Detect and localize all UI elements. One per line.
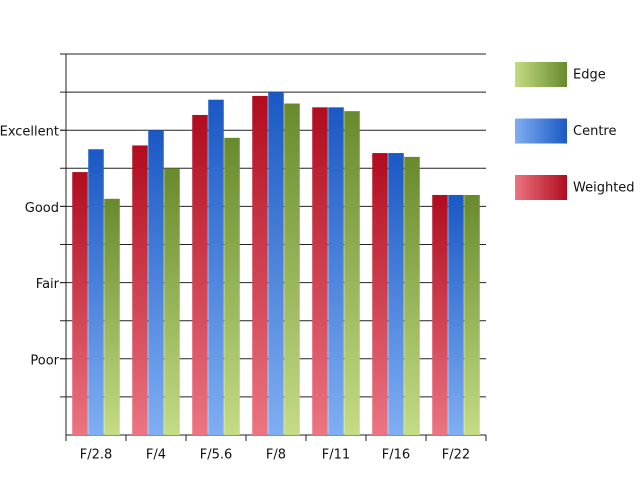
bar [268, 92, 284, 435]
x-tick-label: F/11 [322, 448, 350, 463]
legend-swatch [515, 118, 567, 144]
x-tick-label: F/22 [442, 448, 470, 463]
bar [88, 149, 104, 435]
bar [104, 198, 120, 435]
x-tick-label: F/5.6 [200, 448, 233, 463]
bar [284, 103, 300, 435]
y-tick-label: Poor [30, 353, 59, 368]
bar [72, 172, 88, 436]
bar [192, 114, 208, 436]
bar [432, 194, 448, 435]
bar [252, 95, 268, 435]
legend-label: Weighted [573, 181, 635, 196]
bar [148, 130, 164, 435]
bar [328, 107, 344, 435]
bar [372, 153, 388, 435]
x-tick-label: F/2.8 [80, 448, 113, 463]
legend-swatch [515, 62, 567, 87]
bar [132, 145, 148, 435]
bar [464, 194, 480, 435]
legend-label: Centre [573, 124, 616, 139]
y-tick-label: Good [25, 201, 59, 216]
bar [448, 194, 464, 435]
bar [312, 107, 328, 435]
x-tick-label: F/8 [266, 448, 286, 463]
bar [164, 168, 180, 436]
y-tick-label: Fair [36, 277, 60, 292]
bar [404, 156, 420, 435]
x-tick-label: F/16 [382, 448, 410, 463]
bar [224, 137, 240, 435]
bar [388, 153, 404, 435]
legend-label: Edge [573, 68, 606, 83]
legend-swatch [515, 175, 567, 200]
y-tick-label: Excellent [0, 125, 59, 140]
bar [208, 99, 224, 435]
x-tick-label: F/4 [146, 448, 166, 463]
bar [344, 111, 360, 436]
